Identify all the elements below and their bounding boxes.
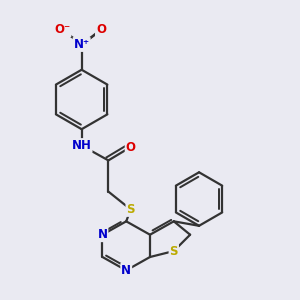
Text: O: O — [96, 23, 106, 36]
Text: O⁻: O⁻ — [54, 23, 70, 36]
Text: S: S — [126, 203, 135, 216]
Text: N: N — [121, 264, 131, 277]
Text: S: S — [169, 244, 178, 258]
Text: N⁺: N⁺ — [74, 38, 90, 51]
Text: NH: NH — [72, 139, 92, 152]
Text: N: N — [98, 228, 107, 241]
Text: O: O — [126, 140, 136, 154]
